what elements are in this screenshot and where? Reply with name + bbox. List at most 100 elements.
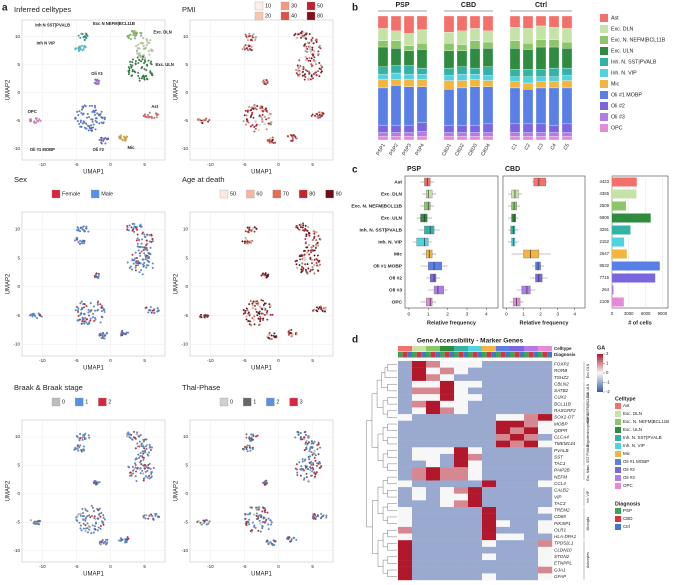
- umap-point: [290, 328, 293, 331]
- umap-point: [143, 68, 146, 71]
- stacked-bar: [482, 80, 494, 87]
- umap-point: [99, 540, 102, 543]
- umap-point: [118, 539, 121, 542]
- heatmap-cell: [426, 480, 441, 488]
- umap-point: [81, 322, 84, 325]
- heatmap-cell: [468, 573, 483, 581]
- gene-label: CLDN10: [554, 547, 572, 552]
- umap-point: [266, 335, 269, 338]
- heatmap-cell: [510, 427, 525, 435]
- umap-point: [253, 318, 256, 321]
- heatmap-cell: [440, 440, 455, 448]
- umap-point: [266, 310, 269, 312]
- umap-point: [149, 246, 152, 249]
- umap-point: [269, 313, 272, 316]
- umap-point: [86, 510, 89, 513]
- annotation-label: Celltype: [554, 346, 572, 351]
- heatmap-cell: [426, 560, 441, 567]
- umap-point: [262, 507, 265, 510]
- heatmap-cell: [468, 380, 483, 388]
- legend-swatch: [289, 397, 298, 407]
- heatmap-cell: [454, 374, 469, 382]
- umap-point: [102, 523, 105, 526]
- stacked-bar: [416, 67, 428, 75]
- umap-point: [147, 114, 149, 117]
- umap-point: [312, 468, 315, 471]
- umap-point: [89, 302, 92, 305]
- gene-label: FOXP2: [554, 362, 570, 367]
- umap-point: [82, 112, 85, 115]
- umap-point: [254, 526, 257, 529]
- stacked-bar: [548, 76, 560, 82]
- umap-point: [142, 515, 145, 518]
- umap-point: [266, 111, 269, 114]
- stacked-bar: [416, 131, 428, 137]
- annotation-cell: [426, 352, 431, 358]
- heatmap-cell: [398, 513, 413, 521]
- heatmap-cell: [412, 487, 427, 494]
- stacked-bar: [443, 124, 455, 133]
- umap-point: [242, 448, 245, 451]
- legend-label: Oli #1 MOBP: [623, 459, 649, 464]
- umap-point: [138, 47, 141, 50]
- umap-point: [143, 467, 146, 470]
- umap-point: [273, 332, 276, 335]
- legend-swatch: [615, 427, 621, 433]
- umap-point: [301, 70, 304, 73]
- x-axis-label: # of cells: [628, 320, 652, 326]
- umap-point: [86, 323, 89, 326]
- umap-point: [104, 518, 106, 521]
- umap-point: [314, 518, 317, 521]
- legend-label: Ast: [623, 403, 630, 408]
- umap-point: [300, 271, 303, 274]
- annotation-cell: [412, 346, 426, 352]
- umap-point: [241, 48, 244, 51]
- umap-point: [254, 300, 257, 303]
- umap-point: [295, 263, 298, 266]
- heatmap-cell: [454, 400, 469, 408]
- umap-point: [96, 529, 99, 532]
- x-tick-label: 5: [143, 358, 146, 363]
- umap-point: [325, 514, 328, 517]
- umap-point: [304, 442, 307, 445]
- umap-point: [88, 514, 91, 517]
- heatmap-cell: [538, 361, 553, 368]
- heatmap-cell: [454, 526, 469, 534]
- heatmap-cell: [496, 427, 511, 435]
- heatmap-cell: [426, 367, 441, 375]
- umap-point: [319, 238, 322, 241]
- gene-label: MOBP: [554, 421, 568, 426]
- umap-point: [299, 432, 302, 435]
- umap-point: [247, 231, 250, 234]
- umap-point: [266, 276, 269, 279]
- umap-point: [133, 222, 136, 225]
- gene-label: CBLN2: [554, 381, 569, 386]
- umap-point: [94, 517, 97, 520]
- umap-point: [257, 303, 260, 306]
- y-axis-label: UMAP2: [174, 480, 180, 501]
- umap-point: [312, 59, 315, 62]
- umap-point: [148, 514, 151, 517]
- umap-point: [249, 240, 252, 243]
- legend-label: 80: [317, 13, 323, 19]
- heatmap-cell: [496, 440, 511, 448]
- umap-point: [139, 460, 142, 463]
- bar: [612, 237, 625, 247]
- annotation-cell: [542, 352, 548, 358]
- umap-point: [247, 39, 250, 42]
- stacked-bar: [390, 85, 402, 126]
- umap-point: [242, 308, 245, 311]
- cluster-label: Mic: [127, 145, 135, 150]
- umap-point: [315, 244, 318, 247]
- stacked-bar: [403, 124, 415, 133]
- heatmap-cell: [440, 533, 455, 541]
- heatmap-cell: [510, 447, 525, 455]
- legend-label: 3: [300, 399, 303, 405]
- umap-point: [308, 234, 311, 237]
- heatmap-cell: [510, 493, 525, 501]
- umap-point: [310, 467, 313, 470]
- stacked-bar: [377, 15, 389, 29]
- umap-point: [301, 34, 304, 37]
- heatmap-cell: [468, 566, 483, 574]
- umap-point: [146, 242, 149, 245]
